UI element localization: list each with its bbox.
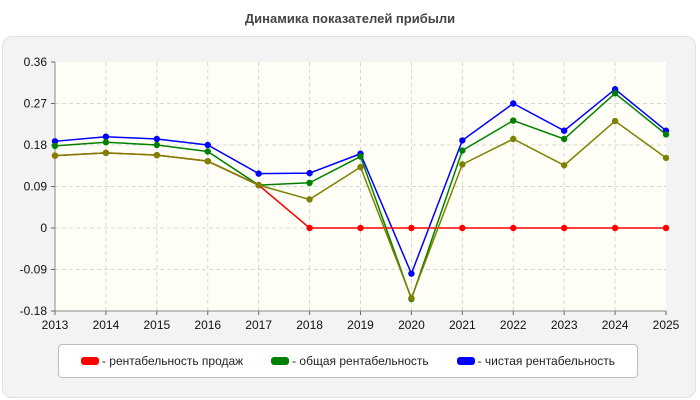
y-tick-label: 0.09	[24, 180, 48, 194]
data-point-net	[153, 135, 161, 143]
x-tick-label: 2018	[296, 318, 323, 332]
legend-label-dash: -	[292, 354, 300, 368]
data-point-total	[51, 142, 59, 150]
x-tick-label: 2021	[449, 318, 476, 332]
data-point-sales	[306, 224, 313, 232]
data-point-net	[51, 138, 59, 145]
legend-swatch-red	[80, 357, 99, 365]
legend-item-sales-profitability[interactable]: - рентабельность продаж	[80, 354, 244, 368]
y-tick-label: -0.09	[20, 263, 48, 277]
data-point-overlap	[306, 196, 313, 203]
data-point-total	[306, 179, 313, 187]
data-point-overlap	[51, 152, 59, 159]
legend-item-net-profitability[interactable]: - чистая рентабельность	[456, 354, 616, 368]
data-point-sales	[408, 224, 415, 232]
data-point-total	[204, 148, 211, 155]
x-tick-label: 2020	[398, 318, 425, 332]
data-point-overlap	[204, 157, 211, 165]
x-tick-label: 2025	[653, 318, 680, 332]
data-point-net	[459, 137, 466, 144]
y-tick-label: 0	[40, 221, 47, 235]
legend-swatch-blue	[456, 357, 475, 365]
data-point-net	[510, 100, 517, 107]
data-point-sales	[611, 224, 619, 232]
data-point-sales	[357, 224, 364, 232]
data-point-net	[408, 270, 415, 277]
chart-title: Динамика показателей прибыли	[244, 11, 456, 26]
legend-label-total-profitability: общая рентабельность	[299, 354, 429, 368]
data-point-sales	[662, 224, 670, 232]
data-point-overlap	[102, 149, 110, 157]
x-tick-label: 2022	[500, 318, 527, 332]
data-point-net	[560, 127, 568, 134]
data-point-total	[357, 153, 364, 160]
legend-label-dash: -	[101, 354, 110, 368]
legend-label-net-profitability: чистая рентабельность	[484, 354, 616, 368]
data-point-total	[662, 131, 670, 138]
data-point-overlap	[357, 163, 364, 171]
x-tick-label: 2013	[42, 318, 69, 332]
data-point-overlap	[611, 117, 619, 125]
y-tick-label: 0.18	[24, 138, 48, 152]
x-tick-label: 2014	[93, 318, 120, 332]
x-tick-label: 2019	[347, 318, 374, 332]
data-point-net	[255, 170, 262, 177]
data-point-overlap	[662, 154, 670, 162]
data-point-total	[510, 117, 517, 124]
y-tick-label: -0.18	[20, 304, 48, 318]
data-point-sales	[459, 224, 466, 232]
legend-swatch-green	[271, 357, 290, 365]
data-point-total	[459, 147, 466, 154]
x-tick-label: 2023	[551, 318, 578, 332]
y-tick-label: 0.27	[24, 97, 48, 111]
data-point-total	[611, 90, 619, 97]
data-point-overlap	[153, 151, 161, 159]
data-point-sales	[510, 224, 517, 232]
data-point-overlap	[255, 181, 262, 189]
data-point-total	[102, 139, 110, 146]
legend-item-total-profitability[interactable]: - общая рентабельность	[271, 354, 429, 368]
y-tick-label: 0.36	[24, 55, 48, 69]
data-point-overlap	[408, 294, 415, 302]
data-point-total	[153, 141, 161, 149]
legend: - рентабельность продаж - общая рентабел…	[58, 344, 638, 378]
legend-label-sales-profitability: рентабельность продаж	[109, 354, 244, 368]
data-point-sales	[560, 224, 568, 232]
data-point-overlap	[560, 162, 568, 169]
x-tick-label: 2016	[194, 318, 221, 332]
x-tick-label: 2015	[143, 318, 170, 332]
x-tick-label: 2017	[245, 318, 272, 332]
data-point-net	[204, 141, 211, 149]
data-point-overlap	[459, 161, 466, 168]
x-tick-label: 2024	[602, 318, 629, 332]
legend-label-dash: -	[477, 354, 485, 368]
data-point-net	[306, 169, 313, 177]
data-point-total	[560, 135, 568, 143]
data-point-net	[102, 133, 110, 140]
data-point-overlap	[510, 135, 517, 143]
